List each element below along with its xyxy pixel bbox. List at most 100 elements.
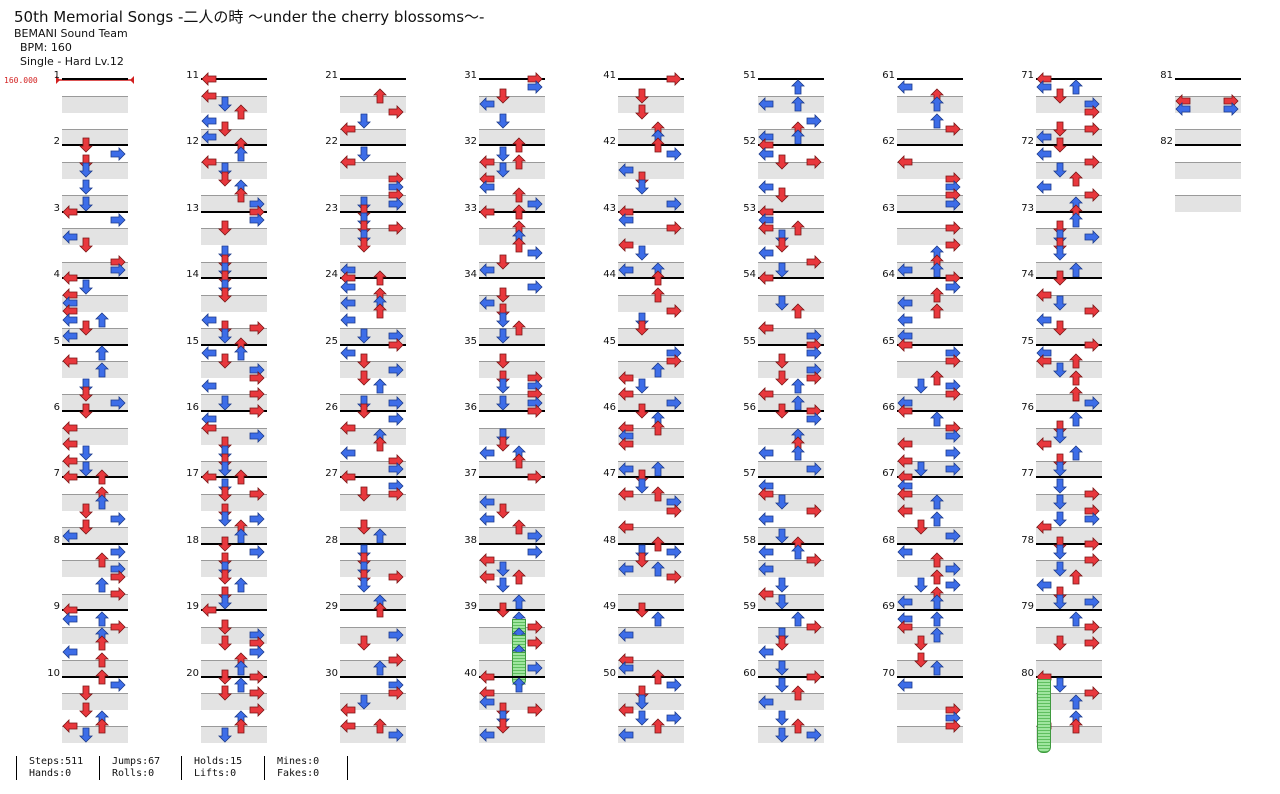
measure-line (1036, 675, 1102, 678)
arrow-down-icon (914, 652, 928, 668)
measure-line (479, 410, 545, 412)
arrow-down-icon (218, 96, 232, 112)
arrow-right-icon (666, 503, 682, 518)
arrow-down-icon (79, 685, 93, 701)
arrow-up-icon (512, 453, 526, 469)
arrow-right-icon (1084, 188, 1100, 203)
beat-band (1036, 394, 1102, 412)
measure-label: 54 (743, 269, 756, 281)
measure-line (897, 675, 963, 678)
beat-band (758, 693, 824, 711)
measure-line (201, 542, 267, 545)
measure-label: 59 (743, 601, 756, 613)
arrow-left-icon (1036, 80, 1052, 95)
measure-label: 18 (186, 534, 199, 546)
arrow-up-icon (95, 361, 109, 377)
arrow-up-icon (95, 552, 109, 568)
arrow-right-icon (806, 254, 822, 269)
measure-line (1036, 78, 1102, 80)
arrow-down-icon (79, 179, 93, 195)
arrow-left-icon (618, 370, 634, 385)
arrow-down-icon (496, 146, 510, 162)
beat-band (201, 494, 267, 511)
arrow-up-icon (512, 204, 526, 220)
arrow-left-icon (1036, 146, 1052, 161)
beat-band (897, 527, 963, 545)
beat-band (897, 560, 963, 578)
measure-label: 81 (1160, 70, 1173, 81)
arrow-left-icon (897, 437, 913, 452)
arrow-up-icon (234, 718, 248, 734)
beat-band (340, 726, 406, 744)
arrow-down-icon (635, 403, 649, 419)
arrow-right-icon (945, 279, 961, 294)
arrow-left-icon (897, 677, 913, 692)
arrow-right-icon (806, 345, 822, 360)
beat-band (758, 593, 824, 611)
arrow-left-icon (758, 644, 774, 659)
measure-line (758, 277, 824, 280)
arrow-up-icon (95, 577, 109, 593)
arrow-right-icon (110, 619, 126, 634)
bpm-change-line (56, 76, 134, 84)
beat-band (897, 626, 963, 644)
beat-band (758, 162, 824, 179)
arrow-up-icon (1069, 171, 1083, 186)
beat-band (340, 626, 406, 644)
arrow-right-icon (110, 511, 126, 526)
arrow-up-icon (930, 610, 944, 626)
arrow-up-icon (1069, 411, 1083, 427)
arrow-down-icon (1053, 362, 1067, 378)
arrow-right-icon (806, 727, 822, 742)
arrow-right-icon (806, 503, 822, 518)
beat-band (1036, 626, 1102, 644)
arrow-right-icon (388, 221, 404, 236)
measure-label: 79 (1021, 601, 1034, 613)
beat-band (340, 394, 406, 412)
measure-line (618, 144, 684, 147)
arrow-up-icon (651, 361, 665, 377)
arrow-up-icon (373, 88, 387, 103)
beat-band (897, 660, 963, 677)
arrow-down-icon (496, 561, 510, 577)
arrow-right-icon (110, 395, 126, 410)
arrow-right-icon (945, 561, 961, 576)
arrow-down-icon (218, 669, 232, 685)
arrow-down-icon (496, 577, 510, 593)
beat-band (340, 660, 406, 677)
measure-line (897, 476, 963, 479)
arrow-down-icon (79, 196, 93, 212)
arrow-up-icon (512, 594, 526, 610)
arrow-down-icon (79, 702, 93, 718)
measure-line (340, 144, 406, 147)
arrow-down-icon (357, 353, 371, 369)
arrow-down-icon (218, 353, 232, 369)
beat-band (1036, 162, 1102, 179)
arrow-up-icon (930, 287, 944, 303)
arrow-down-icon (218, 511, 232, 527)
arrow-up-icon (512, 569, 526, 585)
arrow-up-icon (1069, 569, 1083, 585)
arrow-right-icon (806, 155, 822, 169)
arrow-up-icon (1069, 370, 1083, 386)
arrow-right-icon (1084, 304, 1100, 319)
stat-col-mines: Mines:0 Fakes:0 (264, 756, 319, 780)
arrow-left-icon (758, 445, 774, 460)
beat-band (340, 693, 406, 711)
measure-label: 37 (464, 468, 477, 480)
arrow-right-icon (1084, 105, 1100, 120)
arrow-up-icon (512, 519, 526, 535)
measure-label: 33 (464, 202, 477, 214)
beat-band (758, 394, 824, 412)
beat-band (1036, 527, 1102, 545)
arrow-right-icon (806, 462, 822, 477)
arrow-down-icon (1053, 137, 1067, 153)
arrow-down-icon (218, 594, 232, 610)
arrow-down-icon (1053, 635, 1067, 651)
measure-line (1036, 410, 1102, 412)
beat-band (201, 95, 267, 113)
arrow-down-icon (775, 295, 789, 311)
arrow-up-icon (930, 411, 944, 427)
arrow-left-icon (758, 545, 774, 560)
measure-label: 6 (53, 402, 60, 413)
